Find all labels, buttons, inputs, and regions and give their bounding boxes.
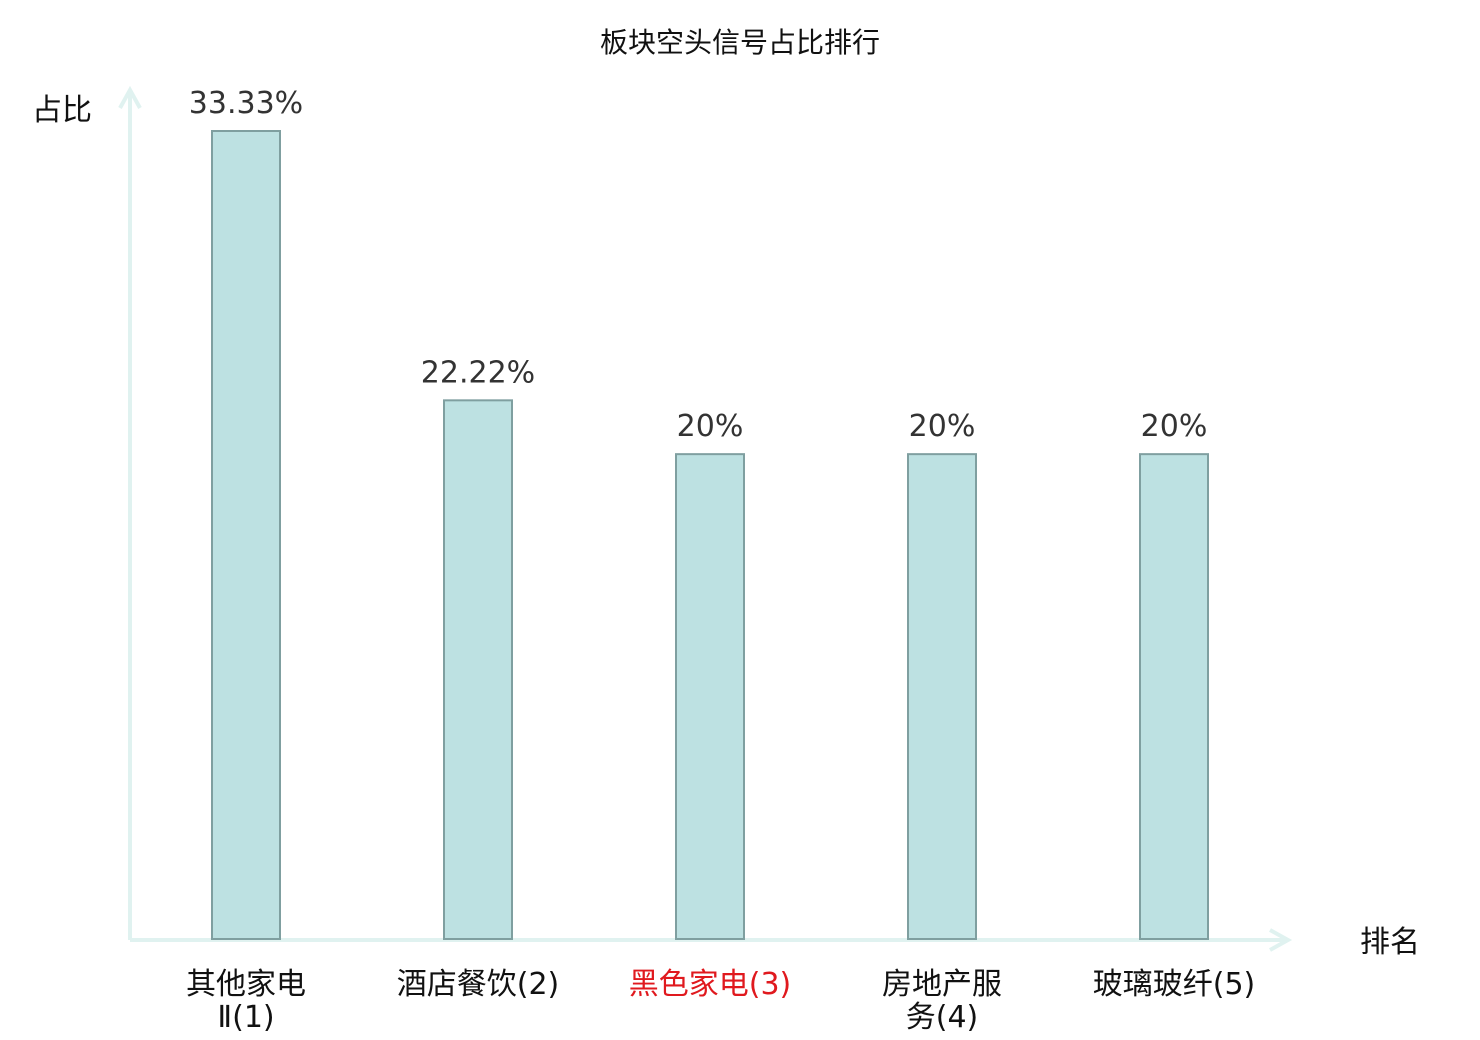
category-label-1: 其他家电 Ⅱ(1) [186, 967, 306, 1035]
bars [211, 130, 1209, 941]
value-label-4: 20% [909, 409, 976, 444]
value-labels: 33.33% 22.22% 20% 20% 20% [189, 86, 1208, 444]
category-label-2: 酒店餐饮(2) [397, 967, 560, 1002]
value-label-5: 20% [1141, 409, 1208, 444]
category-label-3: 黑色家电(3) [629, 967, 792, 1002]
bar-1 [211, 130, 281, 940]
chart-title: 板块空头信号占比排行 [600, 26, 880, 59]
value-label-3: 20% [677, 409, 744, 444]
x-axis-label: 排名 [1360, 925, 1420, 960]
bar-5 [1139, 453, 1209, 940]
y-axis-label: 占比 [32, 93, 92, 128]
category-label-3-line-1: 黑色家电(3) [629, 967, 792, 1002]
bar-3 [675, 453, 745, 940]
category-label-4-line-1: 房地产服 [882, 967, 1002, 1002]
category-label-1-line-2: Ⅱ(1) [217, 1000, 274, 1035]
category-label-5: 玻璃玻纤(5) [1093, 967, 1256, 1002]
bar-2 [443, 399, 513, 941]
category-label-4: 房地产服务(4) [882, 967, 1002, 1035]
category-label-5-line-1: 玻璃玻纤(5) [1093, 967, 1256, 1002]
category-label-2-line-1: 酒店餐饮(2) [397, 967, 560, 1002]
value-label-1: 33.33% [189, 86, 303, 121]
axes [118, 85, 1293, 952]
bar-4 [907, 453, 977, 940]
x-axis-arrow [1269, 928, 1293, 952]
y-axis-arrow [118, 85, 142, 109]
value-label-2: 22.22% [421, 355, 535, 390]
category-label-4-line-2: 务(4) [906, 1000, 979, 1035]
category-labels: 其他家电 Ⅱ(1) 酒店餐饮(2) 黑色家电(3) 房地产服务(4) 玻璃玻纤(5) [186, 967, 1255, 1035]
category-label-1-line-1: 其他家电 [186, 967, 306, 1002]
